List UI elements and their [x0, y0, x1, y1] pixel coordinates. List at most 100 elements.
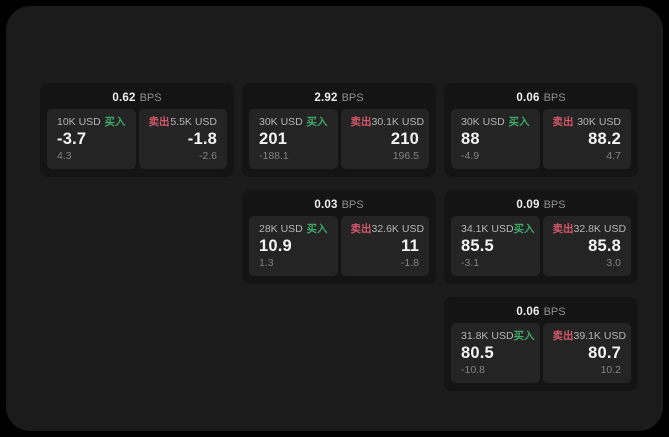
spread-header: 0.03 BPS	[242, 190, 436, 216]
buy-label-row: 28K USD 买入	[259, 224, 328, 235]
sell-change: -2.6	[198, 150, 217, 162]
quote-panels: 30K USD 买入 88 -4.9 卖出 30K USD 88.2 4.7	[444, 109, 638, 169]
quote-card-2: 2.92 BPS 30K USD 买入 201 -188.1 卖出 30.1K U…	[242, 83, 436, 177]
buy-label-row: 30K USD 买入	[461, 117, 530, 128]
quote-card-3: 0.06 BPS 30K USD 买入 88 -4.9 卖出 30K USD	[444, 83, 638, 177]
buy-label-row: 31.8K USD 买入	[461, 330, 535, 342]
spread-header: 0.09 BPS	[444, 190, 638, 216]
buy-change: -4.9	[461, 150, 480, 162]
buy-panel[interactable]: 30K USD 买入 201 -188.1	[249, 109, 338, 169]
quote-card-5: 0.09 BPS 34.1K USD 买入 85.5 -3.1 卖出 32.8K …	[444, 190, 638, 284]
sell-side-label: 卖出	[552, 223, 574, 235]
spread-unit: BPS	[543, 92, 566, 104]
sell-size: 5.5K USD	[170, 116, 217, 128]
buy-change: -3.1	[461, 257, 480, 269]
sell-panel[interactable]: 卖出 5.5K USD -1.8 -2.6	[138, 109, 227, 169]
quote-panels: 28K USD 买入 10.9 1.3 卖出 32.6K USD 11 -1.8	[242, 216, 436, 276]
sell-label-row: 卖出 30K USD	[553, 117, 622, 128]
buy-panel[interactable]: 10K USD 买入 -3.7 4.3	[47, 109, 136, 169]
sell-price: 11	[401, 237, 419, 255]
app-window: 0.62 BPS 10K USD 买入 -3.7 4.3 卖出 5.5K USD	[6, 6, 663, 431]
buy-panel[interactable]: 31.8K USD 买入 80.5 -10.8	[451, 323, 540, 383]
spread-header: 0.06 BPS	[444, 83, 638, 109]
buy-change: 4.3	[57, 150, 72, 162]
sell-panel[interactable]: 卖出 30.1K USD 210 196.5	[340, 109, 429, 169]
buy-change: -188.1	[259, 150, 289, 162]
sell-price: 88.2	[588, 130, 621, 148]
quote-card-6: 0.06 BPS 31.8K USD 买入 80.5 -10.8 卖出 39.1K…	[444, 297, 638, 391]
spread-value: 0.62	[112, 92, 136, 104]
sell-label-row: 卖出 30.1K USD	[350, 116, 425, 128]
buy-price: -3.7	[57, 130, 87, 148]
buy-side-label: 买入	[306, 223, 328, 235]
buy-side-label: 买入	[513, 223, 535, 235]
quote-panels: 10K USD 买入 -3.7 4.3 卖出 5.5K USD -1.8 -2.…	[40, 109, 234, 169]
spread-header: 0.62 BPS	[40, 83, 234, 109]
spread-value: 2.92	[314, 92, 338, 104]
buy-size: 28K USD	[259, 223, 303, 235]
spread-value: 0.06	[516, 92, 540, 104]
sell-size: 30.1K USD	[371, 116, 425, 128]
buy-size: 10K USD	[57, 116, 101, 128]
sell-side-label: 卖出	[552, 330, 574, 342]
sell-panel[interactable]: 卖出 32.6K USD 11 -1.8	[340, 216, 429, 276]
spread-header: 2.92 BPS	[242, 83, 436, 109]
sell-label-row: 卖出 39.1K USD	[552, 330, 627, 342]
sell-price: 80.7	[588, 344, 621, 362]
spread-unit: BPS	[341, 199, 364, 211]
sell-side-label: 卖出	[350, 116, 372, 128]
quote-panels: 30K USD 买入 201 -188.1 卖出 30.1K USD 210 1…	[242, 109, 436, 169]
spread-value: 0.03	[314, 199, 338, 211]
sell-panel[interactable]: 卖出 32.8K USD 85.8 3.0	[542, 216, 631, 276]
buy-change: 1.3	[259, 257, 274, 269]
buy-label-row: 30K USD 买入	[259, 117, 328, 128]
buy-price: 88	[461, 130, 480, 148]
sell-price: 210	[390, 130, 419, 148]
quote-card-1: 0.62 BPS 10K USD 买入 -3.7 4.3 卖出 5.5K USD	[40, 83, 234, 177]
sell-label-row: 卖出 5.5K USD	[149, 117, 218, 128]
buy-price: 85.5	[461, 237, 494, 255]
buy-side-label: 买入	[508, 116, 530, 128]
sell-size: 39.1K USD	[573, 330, 627, 342]
sell-side-label: 卖出	[148, 116, 170, 128]
spread-unit: BPS	[543, 199, 566, 211]
buy-size: 34.1K USD	[461, 223, 514, 235]
sell-panel[interactable]: 卖出 30K USD 88.2 4.7	[542, 109, 631, 169]
sell-size: 30K USD	[577, 116, 621, 128]
buy-panel[interactable]: 30K USD 买入 88 -4.9	[451, 109, 540, 169]
buy-size: 30K USD	[461, 116, 505, 128]
buy-panel[interactable]: 34.1K USD 买入 85.5 -3.1	[451, 216, 540, 276]
buy-price: 201	[259, 130, 288, 148]
sell-change: 10.2	[600, 364, 621, 376]
sell-side-label: 卖出	[350, 223, 372, 235]
buy-label-row: 10K USD 买入	[57, 117, 126, 128]
sell-price: -1.8	[187, 130, 217, 148]
sell-side-label: 卖出	[552, 116, 574, 128]
sell-panel[interactable]: 卖出 39.1K USD 80.7 10.2	[542, 323, 631, 383]
buy-side-label: 买入	[513, 330, 535, 342]
quote-panels: 34.1K USD 买入 85.5 -3.1 卖出 32.8K USD 85.8…	[444, 216, 638, 276]
buy-panel[interactable]: 28K USD 买入 10.9 1.3	[249, 216, 338, 276]
spread-value: 0.09	[516, 199, 540, 211]
sell-change: -1.8	[400, 257, 419, 269]
spread-unit: BPS	[543, 306, 566, 318]
buy-side-label: 买入	[306, 116, 328, 128]
buy-price: 10.9	[259, 237, 292, 255]
sell-size: 32.6K USD	[371, 223, 425, 235]
buy-price: 80.5	[461, 344, 494, 362]
quote-panels: 31.8K USD 买入 80.5 -10.8 卖出 39.1K USD 80.…	[444, 323, 638, 383]
sell-size: 32.8K USD	[573, 223, 627, 235]
buy-change: -10.8	[461, 364, 485, 376]
sell-change: 4.7	[606, 150, 621, 162]
buy-size: 31.8K USD	[461, 330, 514, 342]
spread-unit: BPS	[139, 92, 162, 104]
sell-price: 85.8	[588, 237, 621, 255]
spread-unit: BPS	[341, 92, 364, 104]
spread-header: 0.06 BPS	[444, 297, 638, 323]
buy-side-label: 买入	[104, 116, 126, 128]
buy-size: 30K USD	[259, 116, 303, 128]
buy-label-row: 34.1K USD 买入	[461, 223, 535, 235]
spread-value: 0.06	[516, 306, 540, 318]
quote-card-4: 0.03 BPS 28K USD 买入 10.9 1.3 卖出 32.6K USD	[242, 190, 436, 284]
